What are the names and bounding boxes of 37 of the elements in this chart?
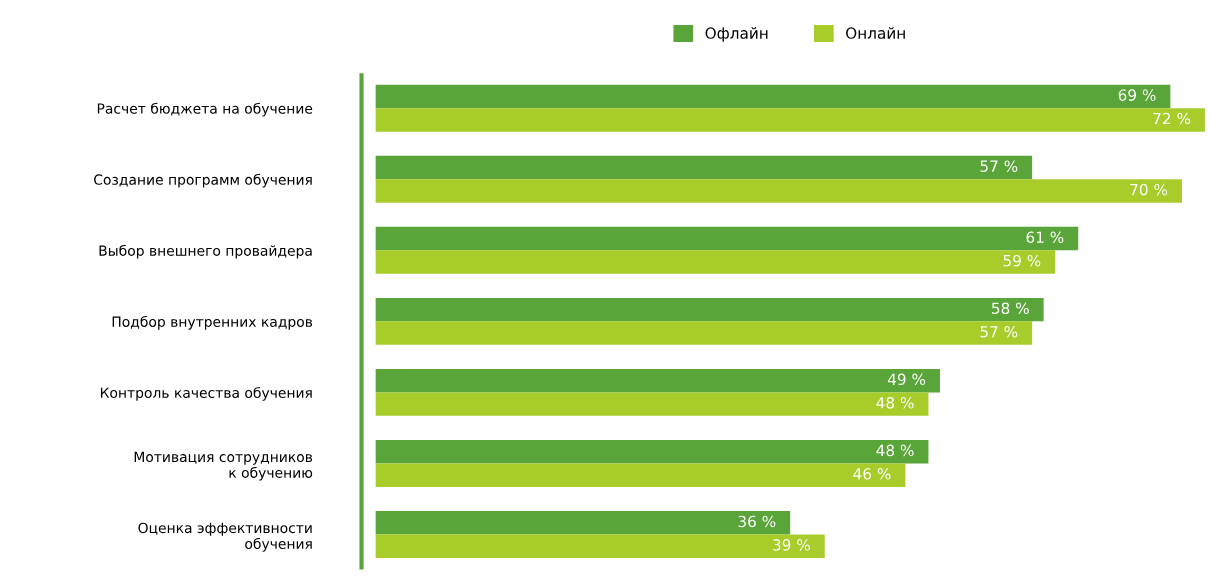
data-label: 72 % bbox=[1153, 112, 1191, 125]
data-label: 70 % bbox=[1130, 183, 1168, 196]
bar bbox=[375, 511, 791, 535]
data-label: 59 % bbox=[1003, 254, 1041, 267]
data-label: 48 % bbox=[876, 397, 914, 409]
bar bbox=[375, 226, 1079, 251]
data-label: 61 % bbox=[1026, 231, 1064, 243]
bar bbox=[375, 250, 1056, 274]
bar bbox=[375, 321, 1033, 345]
bar bbox=[375, 155, 1033, 180]
bar bbox=[375, 463, 906, 487]
bar bbox=[375, 440, 929, 464]
data-label: 58 % bbox=[992, 302, 1029, 315]
data-label: 46 % bbox=[853, 468, 891, 480]
bar bbox=[375, 108, 1205, 132]
y-tick-label: Расчет бюджета на обучение bbox=[97, 102, 313, 117]
bar bbox=[375, 297, 1044, 322]
data-label: 57 % bbox=[980, 160, 1018, 172]
bar bbox=[375, 368, 940, 393]
y-tick-label: Оценка эффективности обучения bbox=[138, 522, 312, 552]
bar bbox=[375, 534, 825, 558]
y-tick-label: Контроль качества обучения bbox=[100, 387, 312, 401]
y-tick-label: Подбор внутренних кадров bbox=[112, 315, 313, 330]
y-tick-label: Мотивация сотрудников к обучению bbox=[134, 451, 313, 481]
data-label: 39 % bbox=[773, 539, 810, 551]
data-label: 48 % bbox=[876, 444, 914, 457]
legend-label: Офлайн bbox=[705, 27, 768, 42]
bar bbox=[375, 84, 1171, 109]
data-label: 49 % bbox=[887, 373, 926, 386]
legend-label: Онлайн bbox=[846, 27, 905, 39]
y-tick-label: Создание программ обучения bbox=[94, 173, 312, 188]
data-label: 57 % bbox=[980, 325, 1018, 338]
data-label: 69 % bbox=[1118, 89, 1156, 101]
y-tick-label: Выбор внешнего провайдера bbox=[99, 244, 312, 259]
bar bbox=[375, 392, 929, 416]
bar bbox=[375, 179, 1182, 203]
data-label: 36 % bbox=[738, 515, 776, 528]
